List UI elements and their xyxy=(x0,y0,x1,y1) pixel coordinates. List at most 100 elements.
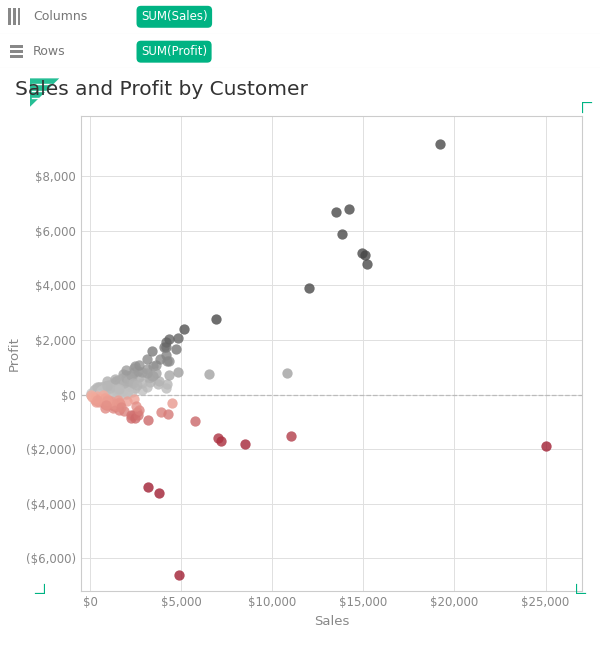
Point xyxy=(91,384,100,395)
Point xyxy=(118,369,127,379)
Point xyxy=(153,379,163,389)
Point xyxy=(145,377,155,387)
Point xyxy=(116,382,125,392)
Point xyxy=(344,204,353,214)
Point xyxy=(105,382,115,393)
Point xyxy=(123,376,133,386)
Point xyxy=(121,373,131,383)
Point xyxy=(361,250,370,260)
Point xyxy=(108,403,118,413)
Point xyxy=(127,386,137,397)
Point xyxy=(94,397,103,407)
Point xyxy=(124,386,133,396)
Point xyxy=(91,397,101,407)
Point xyxy=(115,376,124,386)
Point xyxy=(94,382,104,392)
Point xyxy=(107,386,117,397)
Point xyxy=(132,407,142,417)
Point xyxy=(164,356,174,366)
Point xyxy=(134,360,143,370)
Point xyxy=(126,413,136,424)
Point xyxy=(112,386,121,396)
Text: SUM(Profit): SUM(Profit) xyxy=(141,45,207,58)
Point xyxy=(112,390,122,400)
Point xyxy=(112,382,121,392)
Point xyxy=(152,368,161,379)
Point xyxy=(101,399,111,409)
Point xyxy=(89,385,98,395)
Point xyxy=(110,384,119,394)
Point xyxy=(96,386,106,397)
Point xyxy=(110,388,119,398)
X-axis label: Sales: Sales xyxy=(314,614,349,627)
Point xyxy=(102,380,112,391)
Point xyxy=(101,381,111,391)
Point xyxy=(92,391,102,401)
Point xyxy=(125,371,134,381)
Point xyxy=(102,396,112,406)
Point xyxy=(163,409,172,419)
Point xyxy=(98,390,108,401)
Point xyxy=(101,390,110,400)
Point xyxy=(155,354,164,364)
Point xyxy=(148,361,158,371)
Point xyxy=(541,441,550,452)
Point xyxy=(91,388,100,399)
Point xyxy=(145,373,154,383)
Point xyxy=(116,381,126,391)
Point xyxy=(132,380,142,390)
Point xyxy=(164,334,174,344)
Point xyxy=(101,388,111,398)
Bar xyxy=(10,56,23,58)
Point xyxy=(147,346,157,356)
Point xyxy=(128,376,137,386)
Point xyxy=(435,138,445,149)
Point xyxy=(304,283,314,293)
Point xyxy=(113,380,123,391)
Point xyxy=(130,361,139,371)
Point xyxy=(160,342,169,353)
Point xyxy=(94,390,104,400)
Point xyxy=(127,370,136,380)
Point xyxy=(106,381,116,391)
Point xyxy=(112,376,121,386)
Point xyxy=(100,384,109,395)
Point xyxy=(103,375,112,386)
Point xyxy=(130,394,139,404)
Point xyxy=(362,258,372,269)
Point xyxy=(94,390,104,400)
Point xyxy=(88,391,97,402)
Point xyxy=(151,360,161,370)
Point xyxy=(86,390,95,400)
Point xyxy=(109,401,119,412)
Point xyxy=(100,386,110,396)
Point xyxy=(331,207,341,217)
Point xyxy=(133,366,142,376)
Point xyxy=(121,365,131,375)
Point xyxy=(107,384,116,395)
Point xyxy=(143,482,153,492)
Point xyxy=(115,380,125,390)
Point xyxy=(92,395,102,405)
Point xyxy=(213,433,223,443)
Point xyxy=(94,381,104,391)
Point xyxy=(128,378,138,388)
Point xyxy=(121,370,130,380)
Point xyxy=(124,380,133,391)
Point xyxy=(114,386,124,396)
Point xyxy=(103,381,113,391)
Point xyxy=(110,382,120,393)
Point xyxy=(115,379,125,390)
Point xyxy=(96,388,106,398)
Point xyxy=(90,386,100,396)
Point xyxy=(99,384,109,395)
Point xyxy=(117,373,127,383)
Point xyxy=(116,386,125,397)
Point xyxy=(97,386,107,396)
Point xyxy=(93,387,103,397)
Point xyxy=(161,342,171,353)
Point xyxy=(107,396,116,406)
Point xyxy=(126,410,136,421)
Point xyxy=(116,377,126,387)
Point xyxy=(102,393,112,404)
